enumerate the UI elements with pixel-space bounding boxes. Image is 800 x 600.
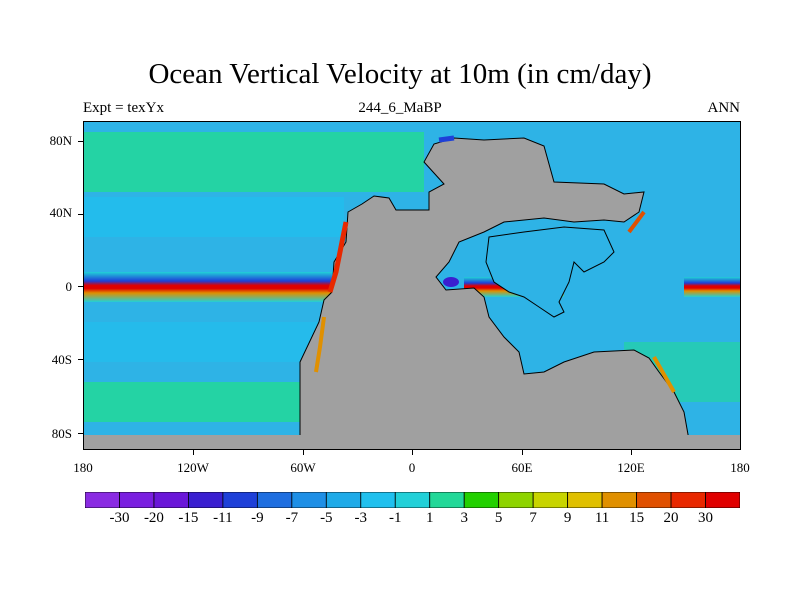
colorbar-label: 7 [529,510,537,526]
coastal-upwelling-southwest [314,316,326,373]
colorbar-swatch [532,492,569,508]
equatorial-band-far-east [684,277,740,297]
lon-label-180w: 180 [73,460,93,475]
period-label: ANN [707,100,741,116]
colorbar-label: -20 [143,510,164,526]
colorbar-label: -5 [320,510,333,526]
colorbar-swatch [601,492,637,508]
equatorial-band-west [84,272,334,302]
lon-tick [631,450,632,455]
lon-tick [522,450,523,455]
map-canvas [84,122,740,449]
colorbar-swatch [429,492,465,508]
lat-label-0: 0 [65,279,73,294]
lon-tick [193,450,194,455]
colorbar-swatch [291,492,327,508]
colorbar-label: -1 [389,510,402,526]
colorbar-swatch [670,492,706,508]
colorbar-swatch [119,492,155,508]
coastal-arctic [438,135,455,143]
lat-label-40n: 40N [49,205,72,220]
downwelling-spot [443,277,459,287]
ocean-band-south [84,382,314,422]
colorbar-swatch [636,492,672,508]
colorbar-swatch [153,492,189,508]
colorbar-label: -11 [213,510,233,526]
lat-tick [78,433,83,434]
map-title: Ocean Vertical Velocity at 10m (in cm/da… [148,58,652,90]
colorbar-swatch [567,492,603,508]
colorbar-label: 5 [494,510,503,526]
colorbar [85,492,740,508]
colorbar-label: 3 [460,510,468,526]
colorbar-label: -15 [178,510,199,526]
ocean-band-north [84,132,424,192]
land-south-strip [84,435,740,449]
colorbar-swatch [85,492,120,508]
lat-tick [78,286,83,287]
experiment-label: Expt = texYx [83,100,164,116]
colorbar-swatch [705,492,740,508]
velocity-map [83,121,741,450]
colorbar-swatch [394,492,431,508]
colorbar-label: -30 [109,510,130,526]
subtitle: 244_6_MaBP [358,100,442,116]
colorbar-label: 1 [425,510,434,526]
land-main [299,137,690,441]
inland-sea [485,226,615,318]
lon-label-60w: 60W [290,460,316,475]
lat-tick [78,359,83,360]
lat-label-80n: 80N [49,133,72,148]
lon-label-180e: 180 [730,460,750,475]
colorbar-label: 11 [594,510,610,526]
colorbar-label: -9 [251,510,264,526]
ocean-band-south-mid [84,322,324,362]
colorbar-label: -3 [354,510,368,526]
colorbar-label: 9 [563,510,572,526]
colorbar-swatch [498,492,534,508]
colorbar-label: 20 [663,510,679,526]
lon-label-0: 0 [408,460,416,475]
colorbar-swatch [463,492,500,508]
lat-label-80s: 80S [51,426,72,441]
lat-label-40s: 40S [51,352,72,367]
coastal-upwelling-west [327,221,349,293]
colorbar-label: -7 [285,510,299,526]
colorbar-swatch [256,492,293,508]
colorbar-label: 30 [698,510,714,526]
coastal-upwelling-east [627,210,646,234]
lon-label-120e: 120E [617,460,645,475]
colorbar-swatch [360,492,396,508]
lat-tick [78,141,83,142]
lat-tick [78,214,83,215]
coastal-upwelling-southeast [652,356,676,393]
lon-tick [412,450,413,455]
lon-label-120w: 120W [177,460,209,475]
colorbar-label: 15 [629,510,645,526]
ocean-band-north-mid [84,197,344,237]
lon-label-60e: 60E [511,460,533,475]
colorbar-swatch [188,492,224,508]
lon-tick [303,450,304,455]
colorbar-swatch [325,492,362,508]
colorbar-swatch [222,492,258,508]
